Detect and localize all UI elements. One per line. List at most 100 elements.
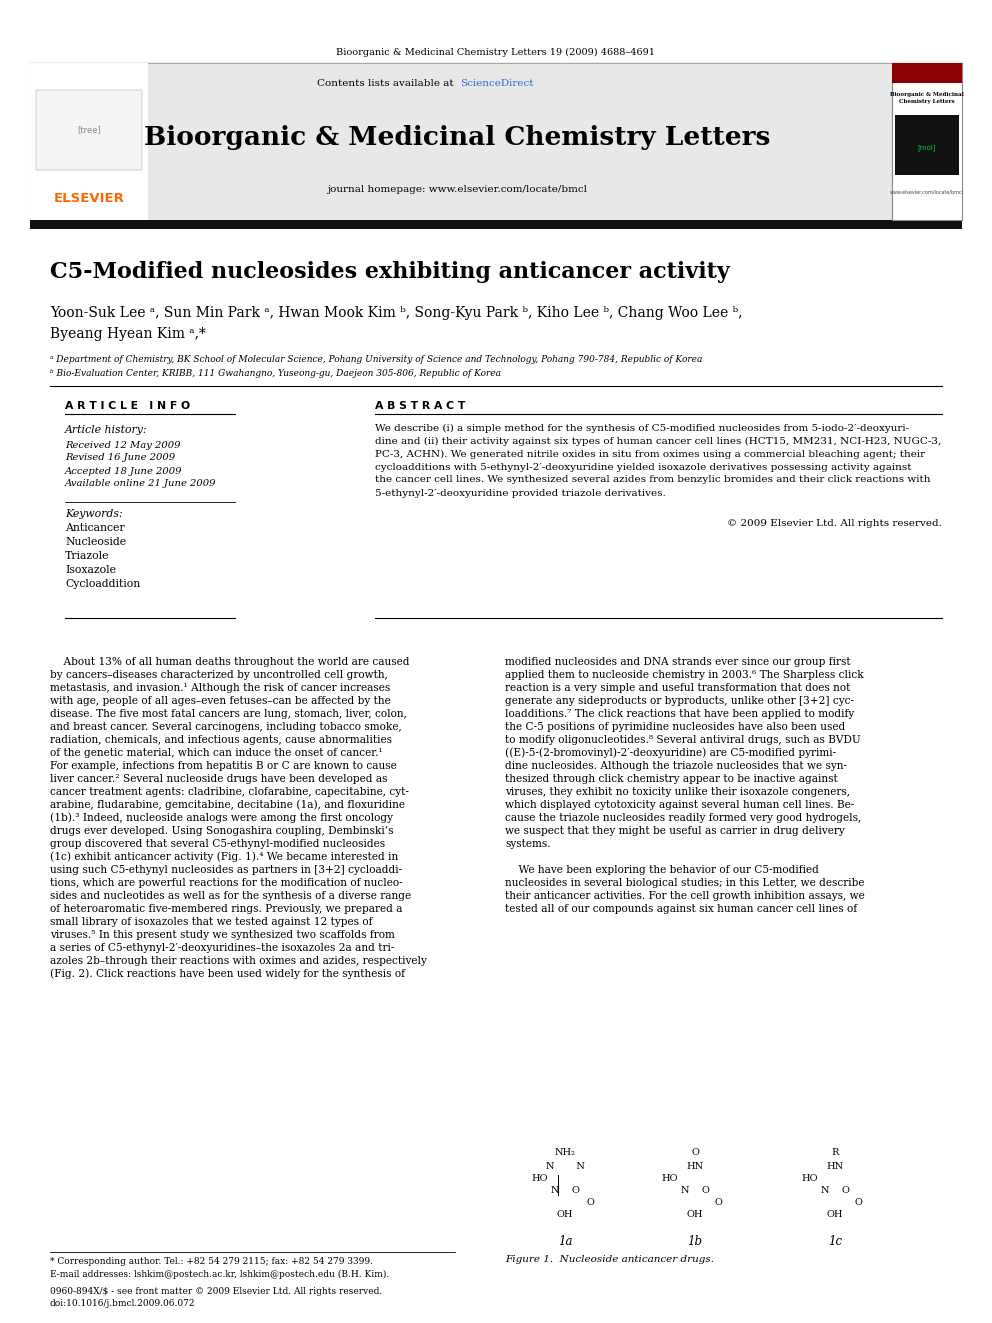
Text: [tree]: [tree] [77,126,101,135]
Text: N    O: N O [681,1185,709,1195]
Text: Yoon-Suk Lee ᵃ, Sun Min Park ᵃ, Hwan Mook Kim ᵇ, Song-Kyu Park ᵇ, Kiho Lee ᵇ, Ch: Yoon-Suk Lee ᵃ, Sun Min Park ᵃ, Hwan Moo… [50,306,742,320]
Text: by cancers–diseases characterized by uncontrolled cell growth,: by cancers–diseases characterized by unc… [50,669,388,680]
Text: journal homepage: www.elsevier.com/locate/bmcl: journal homepage: www.elsevier.com/locat… [327,185,587,194]
Text: Received 12 May 2009: Received 12 May 2009 [65,441,181,450]
Text: with age, people of all ages–even fetuses–can be affected by the: with age, people of all ages–even fetuse… [50,696,391,706]
Text: About 13% of all human deaths throughout the world are caused: About 13% of all human deaths throughout… [50,658,410,667]
Text: a series of C5-ethynyl-2′-deoxyuridines–the isoxazoles 2a and tri-: a series of C5-ethynyl-2′-deoxyuridines–… [50,943,395,953]
Text: Triazole: Triazole [65,550,109,561]
Text: Isoxazole: Isoxazole [65,565,116,576]
Text: (1b).³ Indeed, nucleoside analogs were among the first oncology: (1b).³ Indeed, nucleoside analogs were a… [50,812,393,823]
Text: For example, infections from hepatitis B or C are known to cause: For example, infections from hepatitis B… [50,761,397,771]
Text: Bioorganic & Medicinal Chemistry Letters: Bioorganic & Medicinal Chemistry Letters [144,126,770,151]
Bar [892,64,962,220]
Bar [36,90,142,169]
Text: PC-3, ACHN). We generated nitrile oxides in situ from oximes using a commercial : PC-3, ACHN). We generated nitrile oxides… [375,450,926,459]
Bar [892,64,962,83]
Text: © 2009 Elsevier Ltd. All rights reserved.: © 2009 Elsevier Ltd. All rights reserved… [727,520,942,528]
Text: Figure 1.  Nucleoside anticancer drugs.: Figure 1. Nucleoside anticancer drugs. [505,1256,714,1265]
Text: Keywords:: Keywords: [65,509,123,519]
Text: O: O [714,1199,722,1207]
Text: group discovered that several C5-ethynyl-modified nucleosides: group discovered that several C5-ethynyl… [50,839,385,849]
Text: dine and (ii) their activity against six types of human cancer cell lines (HCT15: dine and (ii) their activity against six… [375,437,941,446]
Text: thesized through click chemistry appear to be inactive against: thesized through click chemistry appear … [505,774,838,785]
Text: sides and nucleotides as well as for the synthesis of a diverse range: sides and nucleotides as well as for the… [50,890,411,901]
Text: radiation, chemicals, and infectious agents, cause abnormalities: radiation, chemicals, and infectious age… [50,736,392,745]
Text: cause the triazole nucleosides readily formed very good hydrogels,: cause the triazole nucleosides readily f… [505,814,861,823]
Bar [30,64,892,220]
Text: 5-ethynyl-2′-deoxyuridine provided triazole derivatives.: 5-ethynyl-2′-deoxyuridine provided triaz… [375,488,666,497]
Text: [mol]: [mol] [918,144,936,151]
Text: liver cancer.² Several nucleoside drugs have been developed as: liver cancer.² Several nucleoside drugs … [50,774,388,785]
Text: reaction is a very simple and useful transformation that does not: reaction is a very simple and useful tra… [505,683,850,693]
Text: O: O [586,1199,594,1207]
Text: of heteroaromatic five-membered rings. Previously, we prepared a: of heteroaromatic five-membered rings. P… [50,904,403,914]
Text: ((E)-5-(2-bromovinyl)-2′-deoxyuridine) are C5-modified pyrimi-: ((E)-5-(2-bromovinyl)-2′-deoxyuridine) a… [505,747,836,758]
Text: HO: HO [532,1174,549,1183]
Text: We have been exploring the behavior of our C5-modified: We have been exploring the behavior of o… [505,865,818,875]
Text: ᵃ Department of Chemistry, BK School of Molecular Science, Pohang University of : ᵃ Department of Chemistry, BK School of … [50,356,702,365]
Text: Accepted 18 June 2009: Accepted 18 June 2009 [65,467,183,475]
Text: ᵇ Bio-Evaluation Center, KRIBB, 111 Gwahangno, Yuseong-gu, Daejeon 305-806, Repu: ᵇ Bio-Evaluation Center, KRIBB, 111 Gwah… [50,369,501,378]
Text: viruses.⁵ In this present study we synthesized two scaffolds from: viruses.⁵ In this present study we synth… [50,930,395,941]
Text: metastasis, and invasion.¹ Although the risk of cancer increases: metastasis, and invasion.¹ Although the … [50,683,390,693]
Text: OH: OH [826,1211,843,1218]
Text: OH: OH [557,1211,573,1218]
Text: cancer treatment agents: cladribine, clofarabine, capecitabine, cyt-: cancer treatment agents: cladribine, clo… [50,787,409,796]
Bar [895,115,959,175]
Text: arabine, fludarabine, gemcitabine, decitabine (1a), and floxuridine: arabine, fludarabine, gemcitabine, decit… [50,799,405,810]
Text: www.elsevier.com/locate/bmcl: www.elsevier.com/locate/bmcl [890,189,964,194]
Text: 1a: 1a [558,1234,572,1248]
Text: drugs ever developed. Using Sonogashira coupling, Dembinski’s: drugs ever developed. Using Sonogashira … [50,826,394,836]
Text: E-mail addresses: lshkim@postech.ac.kr, lshkim@postech.edu (B.H. Kim).: E-mail addresses: lshkim@postech.ac.kr, … [50,1270,389,1278]
Text: O: O [854,1199,862,1207]
Text: dine nucleosides. Although the triazole nucleosides that we syn-: dine nucleosides. Although the triazole … [505,761,847,771]
Text: using such C5-ethynyl nucleosides as partners in [3+2] cycloaddi-: using such C5-ethynyl nucleosides as par… [50,865,402,875]
Text: and breast cancer. Several carcinogens, including tobacco smoke,: and breast cancer. Several carcinogens, … [50,722,402,732]
Text: which displayed cytotoxicity against several human cell lines. Be-: which displayed cytotoxicity against sev… [505,800,854,810]
Text: (Fig. 2). Click reactions have been used widely for the synthesis of: (Fig. 2). Click reactions have been used… [50,968,405,979]
Text: viruses, they exhibit no toxicity unlike their isoxazole congeners,: viruses, they exhibit no toxicity unlike… [505,787,850,796]
Text: 1c: 1c [828,1234,842,1248]
Text: loadditions.⁷ The click reactions that have been applied to modify: loadditions.⁷ The click reactions that h… [505,709,854,718]
Text: disease. The five most fatal cancers are lung, stomach, liver, colon,: disease. The five most fatal cancers are… [50,709,407,718]
Text: Contents lists available at: Contents lists available at [317,79,457,89]
Text: Article history:: Article history: [65,425,148,435]
Text: 1b: 1b [687,1234,702,1248]
Text: C5-Modified nucleosides exhibiting anticancer activity: C5-Modified nucleosides exhibiting antic… [50,261,730,283]
Text: HN: HN [686,1162,703,1171]
Text: systems.: systems. [505,839,551,849]
Text: ELSEVIER: ELSEVIER [54,192,124,205]
Text: doi:10.1016/j.bmcl.2009.06.072: doi:10.1016/j.bmcl.2009.06.072 [50,1299,195,1308]
Bar [30,220,962,229]
Text: we suspect that they might be useful as carrier in drug delivery: we suspect that they might be useful as … [505,826,845,836]
Text: Cycloaddition: Cycloaddition [65,579,140,589]
Text: We describe (i) a simple method for the synthesis of C5-modified nucleosides fro: We describe (i) a simple method for the … [375,423,909,433]
Bar [30,64,148,220]
Text: the C-5 positions of pyrimidine nucleosides have also been used: the C-5 positions of pyrimidine nucleosi… [505,722,845,732]
Text: A B S T R A C T: A B S T R A C T [375,401,465,411]
Text: their anticancer activities. For the cell growth inhibition assays, we: their anticancer activities. For the cel… [505,890,865,901]
Text: azoles 2b–through their reactions with oximes and azides, respectively: azoles 2b–through their reactions with o… [50,957,427,966]
Text: HO: HO [802,1174,818,1183]
Text: R: R [831,1148,838,1158]
Text: N       N: N N [546,1162,584,1171]
Text: 0960-894X/$ - see front matter © 2009 Elsevier Ltd. All rights reserved.: 0960-894X/$ - see front matter © 2009 El… [50,1287,382,1297]
Text: cycloadditions with 5-ethynyl-2′-deoxyuridine yielded isoxazole derivatives poss: cycloadditions with 5-ethynyl-2′-deoxyur… [375,463,912,471]
Text: Bioorganic & Medicinal Chemistry Letters 19 (2009) 4688–4691: Bioorganic & Medicinal Chemistry Letters… [336,48,656,57]
Text: Anticancer: Anticancer [65,523,125,533]
Text: to modify oligonucleotides.⁸ Several antiviral drugs, such as BVDU: to modify oligonucleotides.⁸ Several ant… [505,736,861,745]
Text: O: O [691,1148,699,1158]
Text: N    O: N O [820,1185,849,1195]
Text: N    O: N O [551,1185,579,1195]
Text: tested all of our compounds against six human cancer cell lines of: tested all of our compounds against six … [505,904,857,914]
Text: nucleosides in several biological studies; in this Letter, we describe: nucleosides in several biological studie… [505,878,864,888]
Text: generate any sideproducts or byproducts, unlike other [3+2] cyc-: generate any sideproducts or byproducts,… [505,696,854,706]
Text: of the genetic material, which can induce the onset of cancer.¹: of the genetic material, which can induc… [50,747,383,758]
Text: modified nucleosides and DNA strands ever since our group first: modified nucleosides and DNA strands eve… [505,658,850,667]
Text: A R T I C L E   I N F O: A R T I C L E I N F O [65,401,190,411]
Text: ScienceDirect: ScienceDirect [460,79,534,89]
Text: Byeang Hyean Kim ᵃ,*: Byeang Hyean Kim ᵃ,* [50,327,206,341]
Text: HN: HN [826,1162,843,1171]
Text: Revised 16 June 2009: Revised 16 June 2009 [65,454,176,463]
